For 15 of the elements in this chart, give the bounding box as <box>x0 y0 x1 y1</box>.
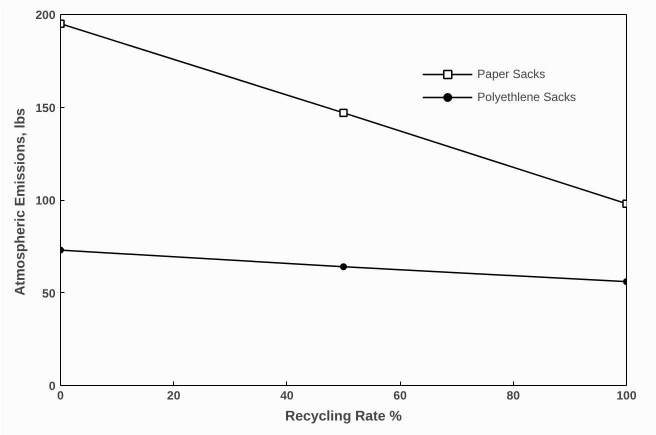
x-tick-label: 0 <box>57 388 64 402</box>
x-tick-label: 60 <box>393 388 408 402</box>
y-tick-label: 0 <box>48 379 56 393</box>
y-tick-label: 100 <box>35 194 56 208</box>
y-axis-title: Atmospheric Emissions, lbs <box>11 108 28 296</box>
x-tick-label: 80 <box>506 388 520 402</box>
legend-label: Paper Sacks <box>477 67 546 81</box>
x-tick-label: 40 <box>280 388 294 402</box>
x-tick-label: 20 <box>167 388 181 402</box>
x-axis-title: Recycling Rate % <box>285 408 402 424</box>
y-tick-label: 50 <box>42 286 56 300</box>
y-tick-label: 150 <box>35 100 56 115</box>
x-tick-label: 100 <box>616 388 637 402</box>
y-tick-label: 200 <box>35 8 56 22</box>
legend-label: Polyethlene Sacks <box>477 90 576 104</box>
